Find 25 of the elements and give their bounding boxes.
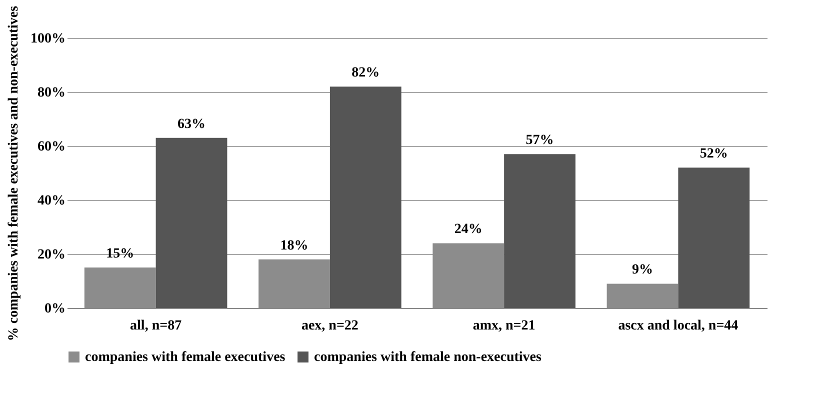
x-tick-label: all, n=87 xyxy=(130,318,182,334)
data-label: 82% xyxy=(352,66,380,81)
data-label: 57% xyxy=(526,133,554,148)
bar xyxy=(678,168,750,308)
legend-label: companies with female non-executives xyxy=(314,350,542,365)
bar xyxy=(156,138,228,308)
y-tick-label: 100% xyxy=(30,32,66,46)
y-tick-label: 60% xyxy=(38,140,66,154)
legend-label: companies with female executives xyxy=(85,350,286,365)
bar xyxy=(330,86,402,308)
data-label: 24% xyxy=(454,222,482,238)
data-label: 52% xyxy=(700,146,728,162)
y-tick-label: 80% xyxy=(38,86,66,100)
y-tick-label: 20% xyxy=(38,248,66,262)
y-tick-label: 0% xyxy=(44,302,66,316)
x-tick-label: amx, n=21 xyxy=(472,318,536,334)
data-label: 15% xyxy=(106,246,134,262)
data-label: 63% xyxy=(178,116,206,132)
y-axis-title: % companies with female executives and non-executives xyxy=(6,5,22,342)
x-tick-label: ascx and local, n=44 xyxy=(618,318,738,334)
bar xyxy=(504,154,576,308)
data-label: 18% xyxy=(280,238,308,254)
y-tick-label: 40% xyxy=(38,194,66,208)
data-label: 9% xyxy=(632,262,653,278)
x-tick-label: aex, n=22 xyxy=(301,318,358,334)
